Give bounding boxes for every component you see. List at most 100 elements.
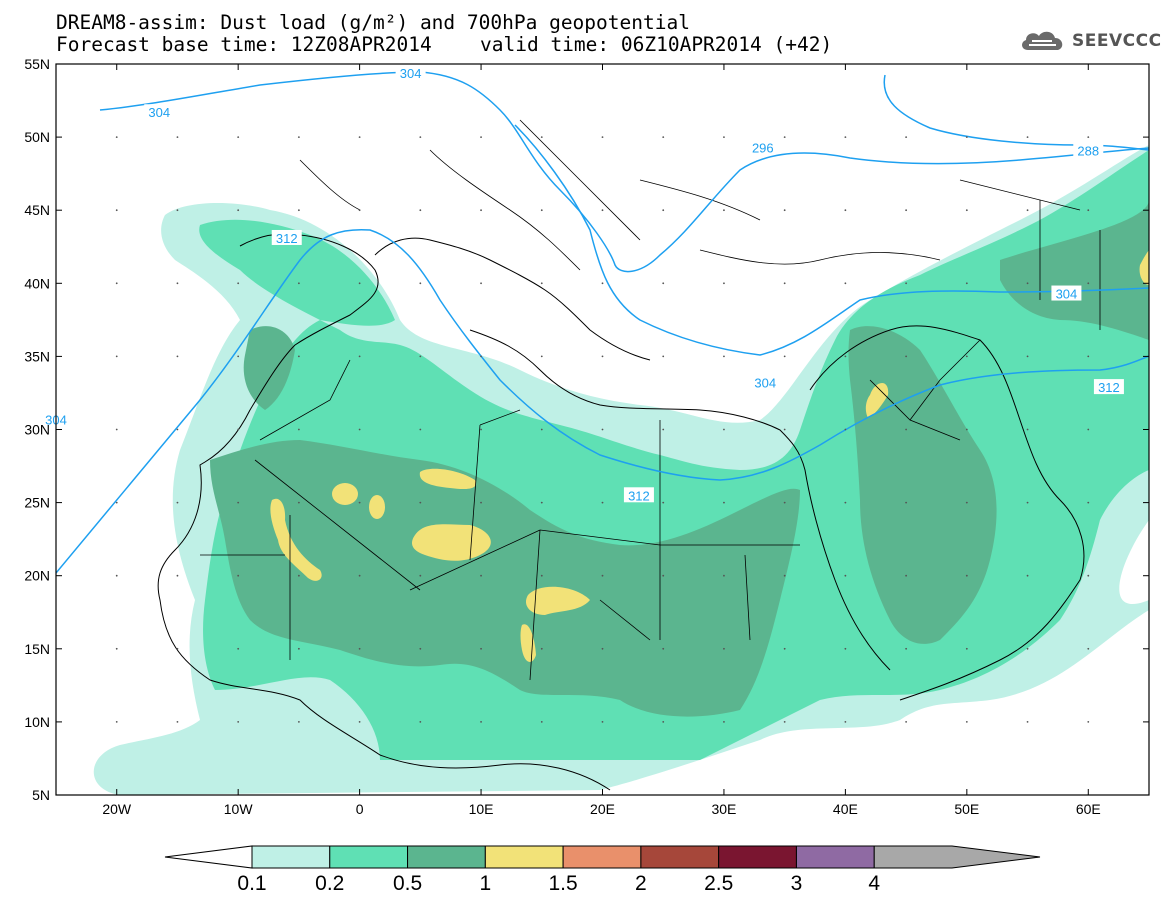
contour-label-bg	[623, 487, 654, 503]
grid-dot	[358, 428, 361, 431]
grid-dot	[480, 647, 482, 650]
contour-label-bg	[747, 139, 778, 155]
contour-label-bg	[750, 374, 781, 390]
latitude-axis: 55N 50N 45N 40N 35N 30N 25N 20N 15N 10N 5N	[24, 56, 1149, 803]
colorbar-max-arrow	[873, 845, 1041, 869]
colorbar-label: 3	[791, 872, 803, 895]
lon-tick-label: 50E	[954, 801, 979, 817]
contour-label: 304	[754, 376, 776, 391]
grid-dot	[1026, 136, 1029, 139]
grid-dot	[540, 721, 543, 723]
contour-label-bg	[1051, 285, 1082, 301]
grid-dot	[783, 721, 786, 723]
grid-dot	[1087, 501, 1090, 504]
grid-dot	[965, 428, 968, 431]
grid-dot	[905, 574, 908, 577]
grid-dot	[1026, 428, 1029, 431]
colorbar-label: 0.2	[315, 872, 344, 895]
grid-dot	[662, 574, 665, 577]
dust-layer-0.5	[210, 200, 1149, 717]
grid-dot	[237, 574, 240, 577]
grid-dot	[844, 647, 847, 650]
grid-dot	[237, 501, 240, 504]
grid-dot	[601, 647, 604, 650]
grid-dot	[601, 209, 604, 212]
grid-dot	[176, 574, 179, 577]
grid-dot	[1087, 574, 1090, 577]
grid-dot	[601, 355, 604, 358]
lon-tick-label: 20W	[102, 801, 132, 817]
contour-label: 312	[1098, 380, 1120, 395]
africa-borders	[200, 359, 800, 681]
grid-dot	[844, 721, 847, 723]
lon-tick-label: 10E	[469, 801, 494, 817]
contour-label: 304	[1056, 287, 1078, 302]
grid-dot	[1087, 136, 1090, 139]
grid-dot	[237, 428, 240, 431]
grid-dot	[783, 574, 786, 577]
seevccc-logo: SEEVCCC	[1018, 26, 1162, 56]
grid-dot	[237, 355, 240, 358]
grid-dot	[540, 136, 543, 139]
grid-dot	[965, 136, 968, 139]
grid-dot	[176, 647, 179, 650]
contour-312	[56, 228, 1149, 574]
grid-dot	[540, 574, 543, 577]
grid-dot	[540, 501, 543, 504]
grid-dot	[601, 501, 604, 504]
grid-dot	[540, 428, 543, 431]
grid-dot	[297, 355, 300, 358]
grid-dot	[844, 209, 847, 212]
grid-dot	[723, 647, 725, 650]
colorbar-label: 2	[635, 872, 647, 895]
asia-borders	[869, 200, 1101, 441]
grid-dot	[723, 501, 725, 504]
grid-dot	[237, 136, 240, 139]
lat-tick-label: 20N	[24, 568, 50, 584]
arabia-coast	[809, 325, 1085, 701]
grid-dot	[905, 355, 908, 358]
grid-dot	[358, 501, 361, 504]
grid-dot	[1026, 501, 1029, 504]
colorbar-min-arrow	[164, 845, 253, 869]
grid-dot	[1026, 209, 1029, 212]
grid-dot	[115, 721, 118, 723]
contour-label: 288	[1077, 143, 1099, 158]
lon-tick-label: 10W	[224, 801, 254, 817]
colorbar-swatch	[407, 845, 486, 869]
grid-dot	[1026, 721, 1029, 723]
grid-dot	[419, 721, 422, 723]
grid-dot	[358, 209, 361, 212]
cloud-icon	[1022, 31, 1063, 50]
dust-layer-1	[270, 250, 1149, 662]
grid-dot	[419, 428, 422, 431]
grid-dot	[723, 355, 725, 358]
grid-dot	[358, 282, 361, 285]
grid-dot	[723, 209, 725, 212]
grid-dot	[662, 209, 665, 212]
grid-dot	[662, 721, 665, 723]
lat-tick-label: 30N	[24, 422, 50, 438]
grid-dot	[419, 574, 422, 577]
grid-dot	[115, 355, 118, 358]
grid-dot	[115, 647, 118, 650]
grid-dot	[783, 501, 786, 504]
grid-dot	[1087, 428, 1090, 431]
grid-dot	[480, 501, 482, 504]
contour-label-bg	[271, 229, 302, 245]
grid-dot	[662, 136, 665, 139]
lon-tick-label: 0	[356, 801, 364, 817]
grid-dot	[965, 209, 968, 212]
grid-dot	[601, 721, 604, 723]
grid-dot	[965, 355, 968, 358]
grid-dot	[297, 647, 300, 650]
grid-dot	[965, 501, 968, 504]
grid-dot	[480, 355, 482, 358]
grid-dot	[176, 209, 179, 212]
contour-label: 312	[276, 231, 298, 246]
grid-dot	[783, 282, 786, 285]
grid-dot	[480, 282, 482, 285]
grid-dot	[115, 209, 118, 212]
